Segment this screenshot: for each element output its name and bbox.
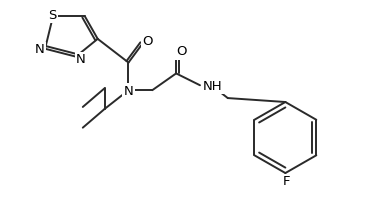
Text: N: N — [35, 43, 45, 56]
Text: N: N — [76, 53, 86, 66]
Text: F: F — [283, 176, 290, 188]
Text: NH: NH — [203, 80, 223, 93]
Text: O: O — [176, 45, 186, 58]
Text: O: O — [142, 35, 152, 48]
Text: N: N — [123, 85, 133, 98]
Text: S: S — [48, 9, 56, 22]
